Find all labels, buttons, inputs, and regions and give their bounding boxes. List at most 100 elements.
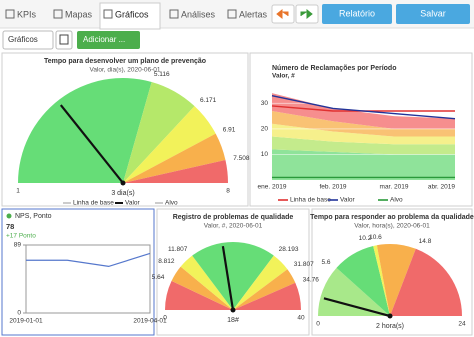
area-band	[272, 111, 455, 137]
widget-title: Número de Reclamações por Período	[272, 65, 396, 72]
x-tick-label: ene. 2019	[258, 184, 287, 191]
legend-label: Valor	[340, 197, 356, 204]
gauge-label: 5.116	[154, 71, 170, 78]
area-band	[272, 149, 455, 180]
series-line	[271, 94, 456, 120]
widget-title: Registro de problemas de qualidade	[173, 214, 294, 221]
gauge-band	[318, 267, 390, 316]
tab-label[interactable]: Análises	[181, 9, 216, 19]
gauge-band	[373, 245, 390, 316]
nav-bar	[0, 0, 474, 28]
legend-label: Alvo	[390, 197, 403, 204]
add-dropdown-label: Adicionar ...	[83, 35, 125, 44]
gauge-band	[233, 255, 288, 310]
report-button[interactable]	[322, 4, 392, 24]
gauge-band	[123, 133, 226, 183]
widget-subtitle: Valor, hora(s), 2020-06-01	[354, 223, 430, 230]
gauge-hub	[387, 313, 393, 319]
series-line	[26, 252, 151, 268]
x-tick-label: 2019-01-01	[9, 318, 43, 325]
gauge-band	[233, 269, 296, 310]
gauge-value: 2 hora(s)	[376, 323, 404, 330]
area-band	[272, 136, 455, 155]
widget-title: Tempo para responder ao problema da qual…	[310, 214, 474, 221]
widget-title: Tempo para desenvolver um plano de preve…	[44, 58, 206, 65]
tab-icon	[103, 9, 113, 19]
gauge-band	[376, 244, 416, 316]
legend-label: Alvo	[165, 200, 178, 207]
gauge-needle	[323, 297, 391, 318]
y-tick-label: 0	[17, 310, 21, 317]
gauge-band	[171, 266, 233, 310]
gauge-band	[18, 77, 152, 183]
legend-label: Linha de base	[290, 197, 331, 204]
gauge-label: 0	[163, 315, 167, 322]
gauge-band	[192, 242, 274, 310]
x-tick-label: feb. 2019	[319, 184, 346, 191]
tab-label[interactable]: Gráficos	[115, 9, 149, 19]
legend-label: Valor	[125, 200, 141, 207]
gauge-label: 0	[316, 321, 320, 328]
tab-label[interactable]: Mapas	[65, 9, 93, 19]
undo-button[interactable]	[271, 4, 295, 24]
y-tick-label: 30	[261, 100, 269, 107]
gauge-label: 8.812	[158, 258, 175, 265]
status-dot	[6, 213, 12, 219]
y-tick-label: 10	[261, 151, 269, 158]
y-tick-label: 89	[14, 242, 22, 249]
add-dropdown[interactable]	[77, 31, 140, 49]
charts-dropdown-label: Gráficos	[8, 35, 38, 44]
gauge-label: 31.807	[294, 261, 314, 268]
gauge-hub	[230, 307, 236, 313]
gauge-label: 8	[226, 188, 230, 195]
x-tick-label: 2019-04-01	[133, 318, 167, 325]
edit-icon	[59, 34, 69, 45]
widget-subtitle: Valor, #	[272, 73, 295, 80]
tab-label[interactable]: Alertas	[239, 9, 268, 19]
gauge-label: 6.91	[223, 127, 236, 134]
legend-label: Linha de base	[73, 200, 114, 207]
charts-dropdown[interactable]	[2, 30, 54, 50]
gauge-label: 10.6	[369, 234, 382, 241]
gauge-label: 7.508	[233, 155, 250, 162]
gauge-value: 3 dia(s)	[111, 190, 134, 197]
gauge-label: 14.8	[419, 238, 432, 245]
gauge-label: 5.6	[322, 259, 331, 266]
tab-icon	[227, 9, 237, 19]
report-label: Relatório	[339, 8, 375, 18]
gauge-label: 28.193	[279, 246, 299, 253]
gauge-band	[123, 160, 228, 183]
gauge-label: 40	[297, 315, 305, 322]
widget-subtitle: Valor, dia(s), 2020-06-01	[89, 67, 160, 74]
undo-icon	[276, 8, 289, 20]
tab-label[interactable]: KPIs	[17, 9, 37, 19]
gauge-label: 1	[16, 188, 20, 195]
widget-subtitle: Valor, #, 2020-06-01	[204, 223, 263, 230]
redo-icon	[300, 8, 313, 20]
gauge-band	[336, 245, 390, 316]
gauge-needle	[221, 246, 235, 311]
kpi-value: 78	[6, 222, 14, 231]
save-button[interactable]	[396, 4, 470, 24]
gauge-band	[123, 106, 216, 183]
gauge-band	[180, 255, 233, 310]
save-label: Salvar	[420, 8, 446, 18]
gauge-label: 5.64	[152, 274, 165, 281]
tab-active	[99, 2, 161, 30]
gauge-needle	[59, 104, 124, 184]
tab-icon	[53, 9, 63, 19]
gauge-value: 18#	[227, 317, 239, 324]
gauge-band	[233, 282, 301, 310]
y-tick-label: 20	[261, 126, 269, 133]
gauge-hub	[120, 180, 126, 186]
widget-title: NPS, Ponto	[15, 213, 52, 220]
gauge-label: 24	[458, 321, 466, 328]
plot-area	[25, 244, 151, 314]
tab-icon	[5, 9, 15, 19]
panel	[1, 208, 155, 336]
x-tick-label: mar. 2019	[380, 184, 409, 191]
tab-icon	[169, 9, 179, 19]
edit-button[interactable]	[55, 30, 73, 50]
kpi-change: +17 Ponto	[6, 233, 36, 240]
